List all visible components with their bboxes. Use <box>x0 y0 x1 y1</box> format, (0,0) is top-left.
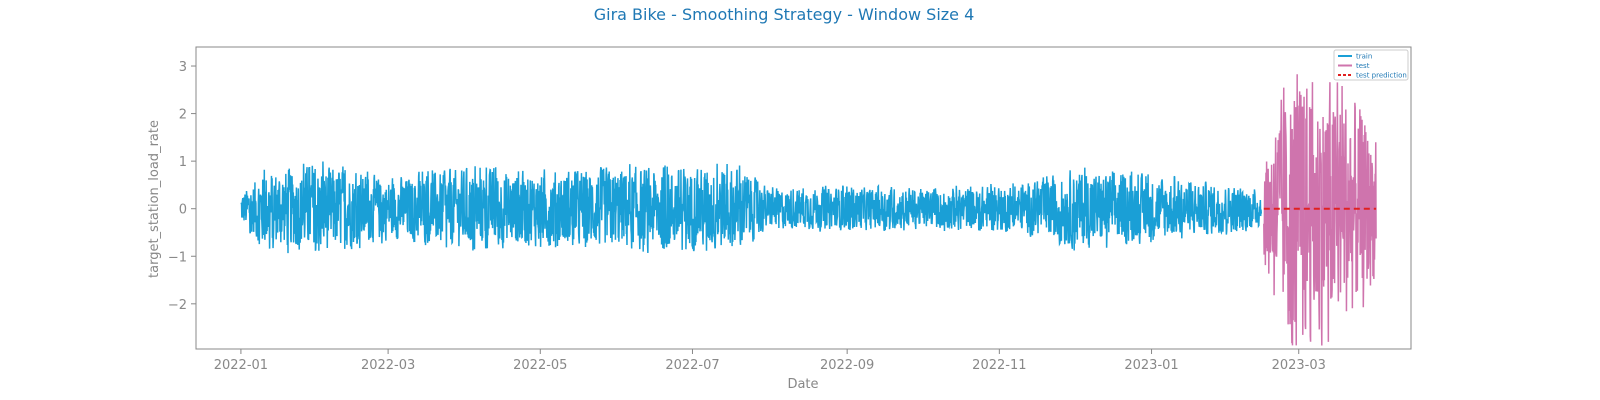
x-tick-label: 2022-09 <box>820 358 874 373</box>
x-tick-label: 2022-03 <box>361 358 415 373</box>
y-tick-label: −1 <box>168 250 187 265</box>
x-axis-label: Date <box>787 377 818 392</box>
axes: −2 −1 0 1 2 3 2022-01 2022-03 2022-05 2022-07 2022… <box>168 46 1412 373</box>
x-tick-label: 2022-05 <box>513 358 567 373</box>
legend-label: train <box>1356 53 1372 61</box>
y-tick-label: −2 <box>168 298 187 313</box>
x-tick-label: 2022-07 <box>665 358 719 373</box>
series-line-test <box>1263 74 1377 346</box>
legend-label: test <box>1356 62 1370 70</box>
plot-frame <box>195 46 1412 350</box>
y-tick-label: 2 <box>179 108 187 123</box>
y-tick-label: 3 <box>179 60 187 75</box>
y-tick-label: 1 <box>179 155 187 170</box>
legend-box <box>1333 49 1409 81</box>
legend-label: test prediction <box>1356 72 1407 80</box>
x-tick-label: 2022-01 <box>214 358 268 373</box>
x-tick-label: 2023-03 <box>1272 358 1326 373</box>
x-tick-label: 2023-01 <box>1124 358 1178 373</box>
plot-area <box>240 74 1377 346</box>
series-line-train <box>240 161 1263 254</box>
chart-title: Gira Bike - Smoothing Strategy - Window … <box>594 5 975 24</box>
x-tick-label: 2022-11 <box>972 358 1026 373</box>
y-tick-label: 0 <box>179 203 187 218</box>
y-axis-label: target_station_load_rate <box>147 120 162 278</box>
